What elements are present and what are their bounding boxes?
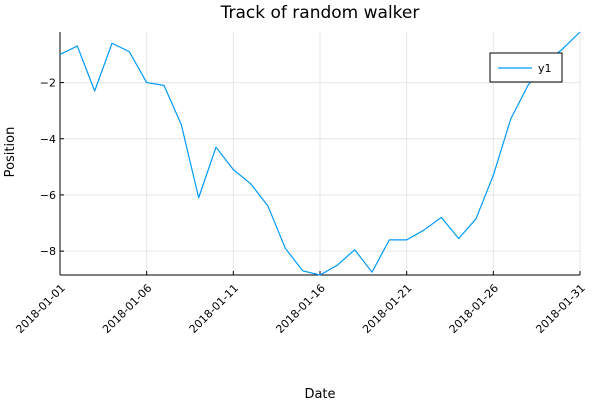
legend: y1 [489,52,563,83]
legend-label-y1: y1 [538,62,552,75]
x-tick-label: 2018-01-11 [187,282,241,336]
x-tick-label: 2018-01-01 [13,282,67,336]
x-tick-label: 2018-01-31 [533,282,587,336]
x-tick-label: 2018-01-16 [273,282,327,336]
tick-labels: 2018-01-01 2018-01-06 2018-01-11 2018-01-16… [13,77,587,336]
x-tick-label: 2018-01-06 [100,282,154,336]
y-tick-label: −6 [40,189,56,202]
x-tick-label: 2018-01-21 [360,282,414,336]
series-layer [59,31,581,276]
x-axis-label: Date [304,387,335,400]
y-tick-label: −4 [40,133,56,146]
x-tick-label: 2018-01-26 [447,282,501,336]
chart-title: Track of random walker [220,3,420,23]
y-tick-label: −2 [40,77,56,90]
series-line-y1 [59,31,581,276]
y-tick-label: −8 [40,245,56,258]
y-axis-label: Position [3,127,18,178]
